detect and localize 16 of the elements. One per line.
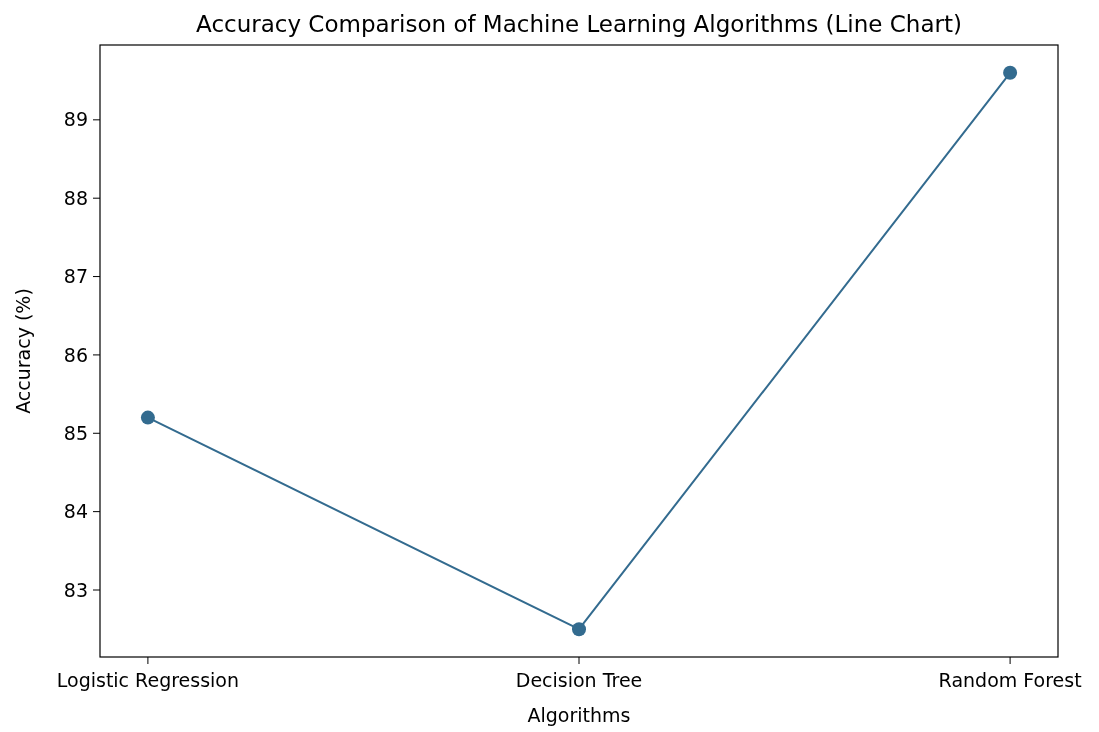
- point: [572, 622, 586, 637]
- y-tick-label: 88: [63, 186, 88, 209]
- y-tick-label: 89: [63, 108, 88, 131]
- point: [140, 410, 155, 425]
- y-tick-label: 84: [63, 500, 88, 523]
- y-tick-label: 85: [63, 421, 88, 444]
- x-tick-label: Logistic Regression: [56, 669, 240, 691]
- y-axis-title: Accuracy (%): [12, 288, 34, 414]
- y-tick-label: 86: [63, 343, 88, 366]
- chart-title: Accuracy Comparison of Machine Learning Algorithms (Line Chart): [196, 11, 962, 37]
- x-tick-label: Decision Tree: [515, 669, 643, 691]
- x-tick-label: Random Forest: [938, 669, 1082, 691]
- y-tick-label: 87: [63, 265, 88, 288]
- x-axis-title: Algorithms: [527, 704, 631, 726]
- point: [1003, 65, 1018, 80]
- y-tick-label: 83: [63, 578, 88, 601]
